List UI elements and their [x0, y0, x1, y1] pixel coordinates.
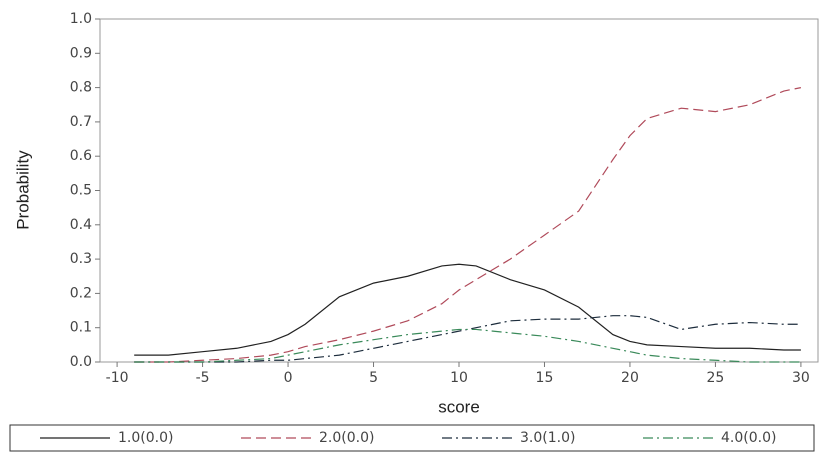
x-tick-label: 25: [707, 370, 725, 386]
y-tick-label: 0.0: [70, 354, 92, 370]
series-line: [134, 263, 801, 356]
series-line: [134, 87, 802, 363]
x-tick-label: 20: [621, 370, 639, 386]
y-tick-label: 0.7: [70, 114, 92, 130]
series-line: [134, 328, 801, 363]
y-tick-label: 0.3: [70, 251, 92, 267]
legend-label: 1.0(0.0): [118, 430, 173, 446]
x-tick-label: 15: [536, 370, 554, 386]
y-tick-label: 0.5: [70, 183, 92, 199]
legend-box: [9, 424, 815, 452]
y-tick-label: 1.0: [70, 11, 92, 27]
y-tick-label: 0.9: [70, 45, 92, 61]
legend-label: 2.0(0.0): [319, 430, 374, 446]
y-axis-title: Probability: [13, 150, 32, 230]
x-axis-title: score: [438, 397, 480, 416]
x-tick-label: 30: [792, 370, 810, 386]
y-tick-label: 0.8: [70, 80, 92, 96]
legend-label: 4.0(0.0): [721, 430, 776, 446]
x-tick-label: -10: [106, 370, 129, 386]
y-tick-label: 0.1: [70, 320, 92, 336]
y-tick-label: 0.4: [70, 217, 92, 233]
x-tick-label: 5: [369, 370, 378, 386]
plot-frame: [99, 18, 819, 363]
x-tick-label: 0: [284, 370, 293, 386]
series-line: [134, 315, 801, 363]
y-tick-label: 0.6: [70, 148, 92, 164]
y-tick-label: 0.2: [70, 285, 92, 301]
legend-label: 3.0(1.0): [520, 430, 575, 446]
x-tick-label: 10: [450, 370, 468, 386]
x-tick-label: -5: [196, 370, 210, 386]
